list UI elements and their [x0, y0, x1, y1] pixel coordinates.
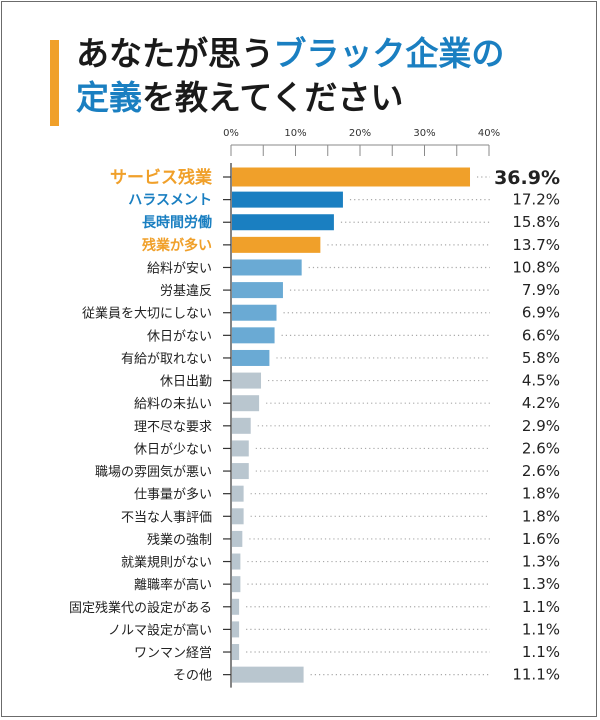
category-label: ノルマ設定が高い: [108, 622, 212, 638]
value-label: 15.8%: [512, 213, 560, 231]
value-label: 1.1%: [522, 620, 560, 638]
bar: [232, 349, 270, 366]
bar: [232, 259, 302, 276]
title-text-dark: を教えてください: [142, 78, 404, 117]
value-label: 1.8%: [522, 485, 560, 503]
category-label: 休日出勤: [160, 375, 212, 390]
x-tick-label: 20%: [349, 128, 371, 139]
value-label: 1.6%: [522, 530, 560, 548]
bar: [232, 417, 251, 434]
category-label: 仕事量が多い: [134, 487, 212, 503]
bar: [232, 236, 321, 253]
value-label: 1.1%: [522, 643, 560, 661]
value-label: 1.1%: [522, 598, 560, 616]
bar: [232, 508, 244, 525]
value-label: 1.3%: [522, 553, 560, 571]
bar: [232, 395, 260, 412]
bar: [232, 621, 240, 638]
bar: [232, 576, 241, 593]
category-label: 就業規則がない: [121, 555, 212, 571]
bar: [232, 666, 304, 683]
x-tick-label: 30%: [413, 128, 435, 139]
value-label: 1.8%: [522, 507, 560, 525]
value-label: 17.2%: [512, 191, 560, 209]
value-label: 2.6%: [522, 462, 560, 480]
value-label: 4.5%: [522, 372, 560, 390]
bar: [232, 553, 241, 570]
category-label: 有給が取れない: [121, 352, 212, 367]
category-label: 固定残業代の設定がある: [69, 600, 212, 616]
value-label: 1.3%: [522, 575, 560, 593]
category-label: 理不尽な要求: [134, 420, 212, 435]
title-text-highlight: 定義: [76, 78, 142, 117]
value-label: 4.2%: [522, 394, 560, 412]
title-text-dark: あなたが思う: [76, 34, 274, 73]
bar: [232, 485, 244, 502]
chart-title: あなたが思うブラック企業の 定義を教えてください: [76, 32, 504, 120]
title-line1: あなたが思うブラック企業の: [76, 34, 504, 73]
category-label: その他: [173, 669, 212, 684]
category-label: 休日がない: [147, 329, 212, 344]
value-label: 11.1%: [512, 666, 560, 684]
bar: [232, 191, 343, 208]
category-label: 従業員を大切にしない: [82, 306, 212, 322]
bar: [232, 282, 283, 299]
bar: [232, 214, 334, 231]
category-label: 残業が多い: [142, 237, 212, 254]
title-accent-bar: [50, 40, 59, 126]
category-label: 不当な人事評価: [121, 510, 212, 525]
bar: [232, 644, 240, 661]
bar: [232, 304, 277, 321]
value-label: 6.9%: [522, 304, 560, 322]
category-label: 職場の雰囲気が悪い: [95, 464, 212, 480]
x-tick-label: 40%: [478, 128, 500, 139]
x-tick-label: 10%: [284, 128, 306, 139]
title-line2: 定義を教えてください: [76, 78, 403, 117]
category-label: 給料の未払い: [134, 397, 212, 412]
value-label: 6.6%: [522, 326, 560, 344]
category-label: 労基違反: [160, 284, 212, 299]
bar: [232, 327, 275, 344]
x-tick-label: 0%: [223, 128, 239, 139]
title-text-highlight: ブラック企業の: [273, 34, 505, 73]
category-label: ワンマン経営: [134, 646, 212, 661]
category-label: 残業の強制: [147, 532, 212, 548]
category-label: 給料が安い: [147, 261, 212, 276]
value-label: 36.9%: [494, 167, 560, 189]
category-label: 休日が少ない: [134, 442, 212, 457]
bar: [232, 598, 240, 615]
bar: [232, 530, 243, 547]
category-label: 長時間労働: [142, 214, 212, 231]
bar: [232, 440, 249, 457]
bar: [232, 372, 262, 389]
category-label: サービス残業: [110, 167, 212, 188]
value-label: 13.7%: [512, 236, 560, 254]
bar: [232, 463, 249, 480]
value-label: 5.8%: [522, 349, 560, 367]
value-label: 7.9%: [522, 281, 560, 299]
category-label: ハラスメント: [128, 193, 212, 209]
category-label: 離職率が高い: [134, 577, 212, 593]
value-label: 10.8%: [512, 258, 560, 276]
bar: [232, 167, 471, 187]
value-label: 2.6%: [522, 439, 560, 457]
value-label: 2.9%: [522, 417, 560, 435]
